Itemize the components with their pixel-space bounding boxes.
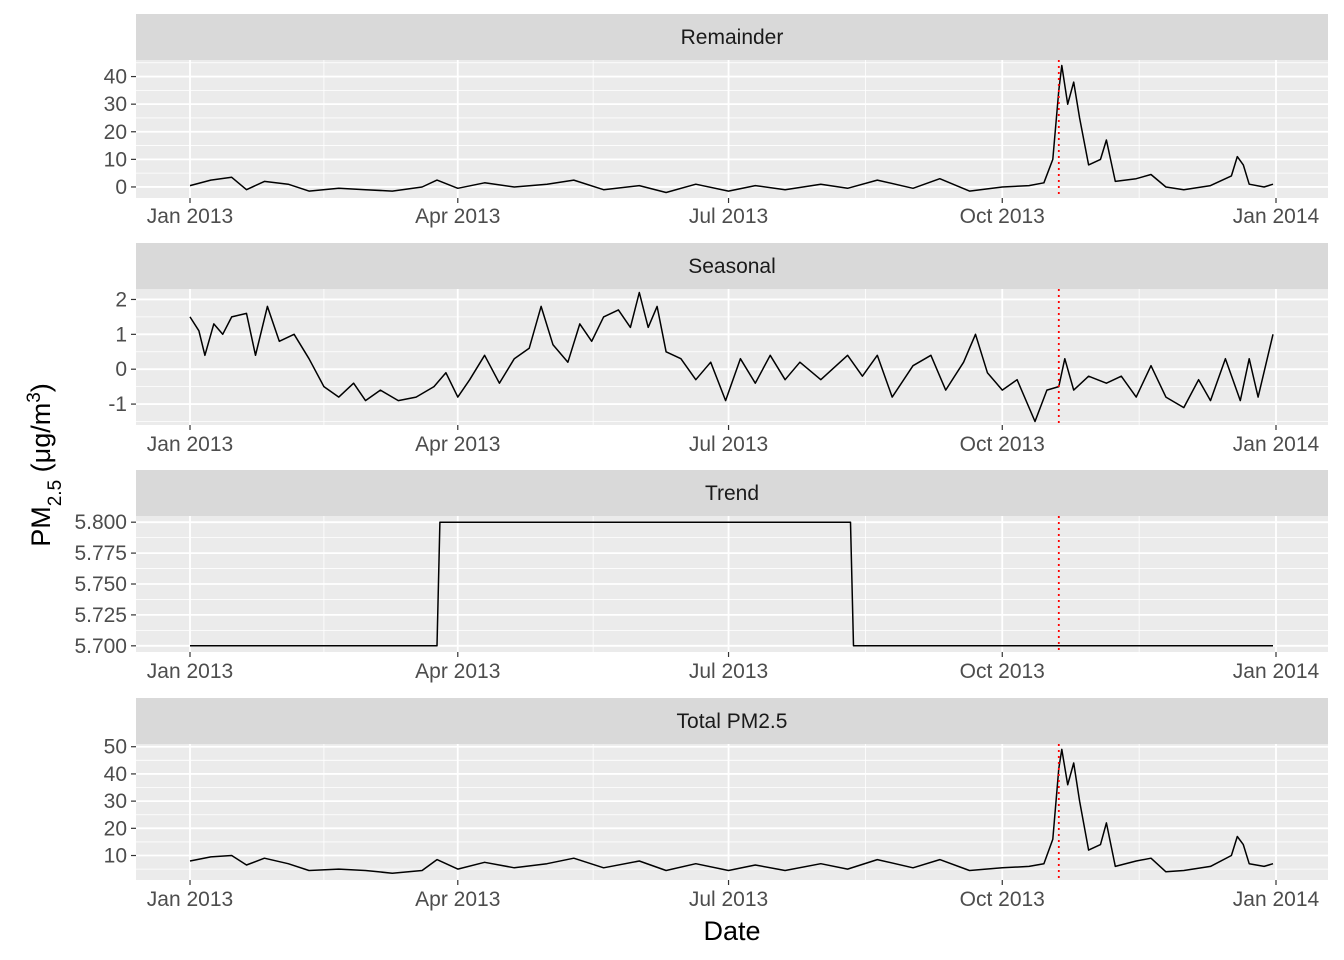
panel-remainder: Remainder 0 10 20 30 40 Jan 2013 Apr 2013 Jul 20…	[104, 14, 1328, 228]
y-axis-title: PM2.5 (μg/m3)	[24, 383, 66, 547]
series-line	[189, 64, 1274, 194]
tick-label-y: 5.775	[74, 542, 127, 565]
panel-total-pm2-5: Total PM2.5 10 20 30 40 50 Jan 2013 Apr 2013 Jul…	[104, 698, 1328, 911]
series-line	[189, 291, 1274, 423]
tick-label-y: 5.800	[74, 511, 127, 534]
tick-label-x: Jul 2013	[689, 205, 768, 228]
tick-label-y: 20	[104, 817, 127, 840]
panel-background	[136, 60, 1328, 198]
tick-label-y: 5.725	[74, 604, 127, 627]
tick-label-y: 30	[104, 790, 127, 813]
tick-label-x: Jan 2014	[1233, 433, 1320, 456]
tick-label-x: Oct 2013	[960, 205, 1045, 228]
facet-strip	[136, 14, 1328, 60]
tick-label-x: Jul 2013	[689, 433, 768, 456]
tick-label-x: Jan 2013	[147, 433, 233, 456]
facet-strip	[136, 698, 1328, 744]
tick-label-y: 50	[104, 736, 127, 759]
tick-label-x: Apr 2013	[415, 660, 500, 683]
tick-label-y: -1	[108, 393, 127, 416]
facet-strip-label: Remainder	[681, 26, 784, 49]
tick-label-y: 30	[104, 93, 127, 116]
tick-label-y: 40	[104, 66, 127, 89]
facet-strip-label: Seasonal	[688, 255, 776, 278]
tick-label-x: Apr 2013	[415, 888, 500, 911]
tick-label-y: 5.700	[74, 635, 127, 658]
panel-trend: Trend 5.700 5.725 5.750 5.775 5.800 Jan 2013 Ap…	[74, 470, 1328, 683]
facet-strip-label: Total PM2.5	[677, 710, 788, 733]
panel-background	[136, 289, 1328, 425]
tick-label-y: 0	[115, 358, 127, 381]
facet-strip	[136, 243, 1328, 289]
tick-label-x: Jan 2013	[147, 205, 233, 228]
tick-label-x: Jan 2013	[147, 888, 233, 911]
tick-label-x: Apr 2013	[415, 433, 500, 456]
facet-strip	[136, 470, 1328, 516]
series-line	[189, 748, 1274, 874]
tick-label-y: 10	[104, 148, 127, 171]
tick-label-y: 5.750	[74, 573, 127, 596]
tick-label-y: 1	[115, 323, 127, 346]
tick-label-x: Apr 2013	[415, 205, 500, 228]
tick-label-y: 40	[104, 763, 127, 786]
tick-label-x: Jul 2013	[689, 660, 768, 683]
panel-background	[136, 744, 1328, 880]
tick-label-y: 10	[104, 845, 127, 868]
facet-strip-label: Trend	[705, 482, 759, 505]
tick-label-x: Oct 2013	[960, 888, 1045, 911]
panel-seasonal: Seasonal -1 0 1 2 Jan 2013 Apr 2013 Jul 2013 Oct…	[108, 243, 1328, 456]
series-line	[190, 521, 1273, 647]
tick-label-x: Jan 2014	[1233, 205, 1320, 228]
x-axis-title: Date	[703, 916, 760, 946]
tick-label-y: 0	[115, 176, 127, 199]
tick-label-x: Oct 2013	[960, 660, 1045, 683]
tick-label-x: Jul 2013	[689, 888, 768, 911]
tick-label-x: Jan 2014	[1233, 888, 1320, 911]
tick-label-x: Oct 2013	[960, 433, 1045, 456]
tick-label-x: Jan 2014	[1233, 660, 1320, 683]
tick-label-y: 2	[115, 288, 127, 311]
tick-label-y: 20	[104, 121, 127, 144]
tick-label-x: Jan 2013	[147, 660, 233, 683]
